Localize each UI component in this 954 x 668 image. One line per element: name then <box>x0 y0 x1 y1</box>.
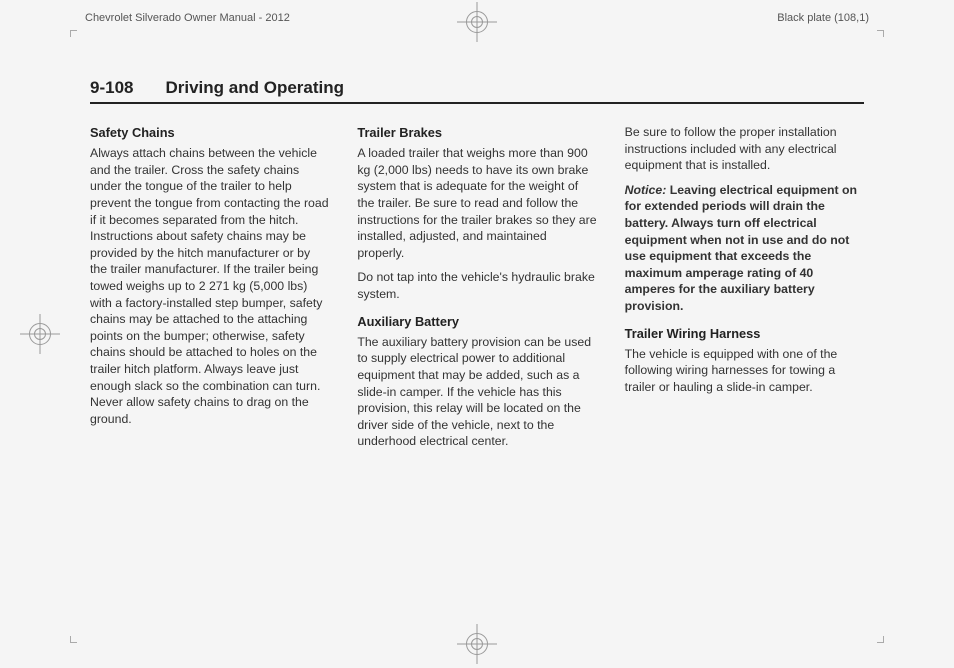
trim-mark <box>877 636 884 643</box>
trim-mark <box>70 30 77 37</box>
heading-auxiliary-battery: Auxiliary Battery <box>357 313 596 330</box>
body-text: Always attach chains between the vehicle… <box>90 145 329 427</box>
column-1: Safety Chains Always attach chains betwe… <box>90 124 329 458</box>
body-text: A loaded trailer that weighs more than 9… <box>357 145 596 261</box>
body-text: The auxiliary battery provision can be u… <box>357 334 596 450</box>
body-text: Do not tap into the vehicle's hydraulic … <box>357 269 596 302</box>
body-text: Be sure to follow the proper installatio… <box>625 124 864 174</box>
notice-label: Notice: <box>625 183 667 197</box>
heading-trailer-brakes: Trailer Brakes <box>357 124 596 141</box>
body-text: The vehicle is equipped with one of the … <box>625 346 864 396</box>
trim-mark <box>877 30 884 37</box>
page-header: 9-108 Driving and Operating <box>90 78 864 104</box>
content-columns: Safety Chains Always attach chains betwe… <box>90 124 864 458</box>
registration-mark-left <box>20 314 60 354</box>
page-number: 9-108 <box>90 78 133 98</box>
registration-mark-top <box>457 2 497 42</box>
notice-body: Leaving electrical equipment on for exte… <box>625 183 857 313</box>
column-3: Be sure to follow the proper installatio… <box>625 124 864 458</box>
header-left: Chevrolet Silverado Owner Manual - 2012 <box>85 12 290 24</box>
column-2: Trailer Brakes A loaded trailer that wei… <box>357 124 596 458</box>
trim-mark <box>70 636 77 643</box>
notice-block: Notice: Leaving electrical equipment on … <box>625 182 864 315</box>
header-right: Black plate (108,1) <box>777 12 869 24</box>
heading-trailer-wiring-harness: Trailer Wiring Harness <box>625 325 864 342</box>
section-title: Driving and Operating <box>165 78 344 97</box>
registration-mark-bottom <box>457 624 497 664</box>
heading-safety-chains: Safety Chains <box>90 124 329 141</box>
